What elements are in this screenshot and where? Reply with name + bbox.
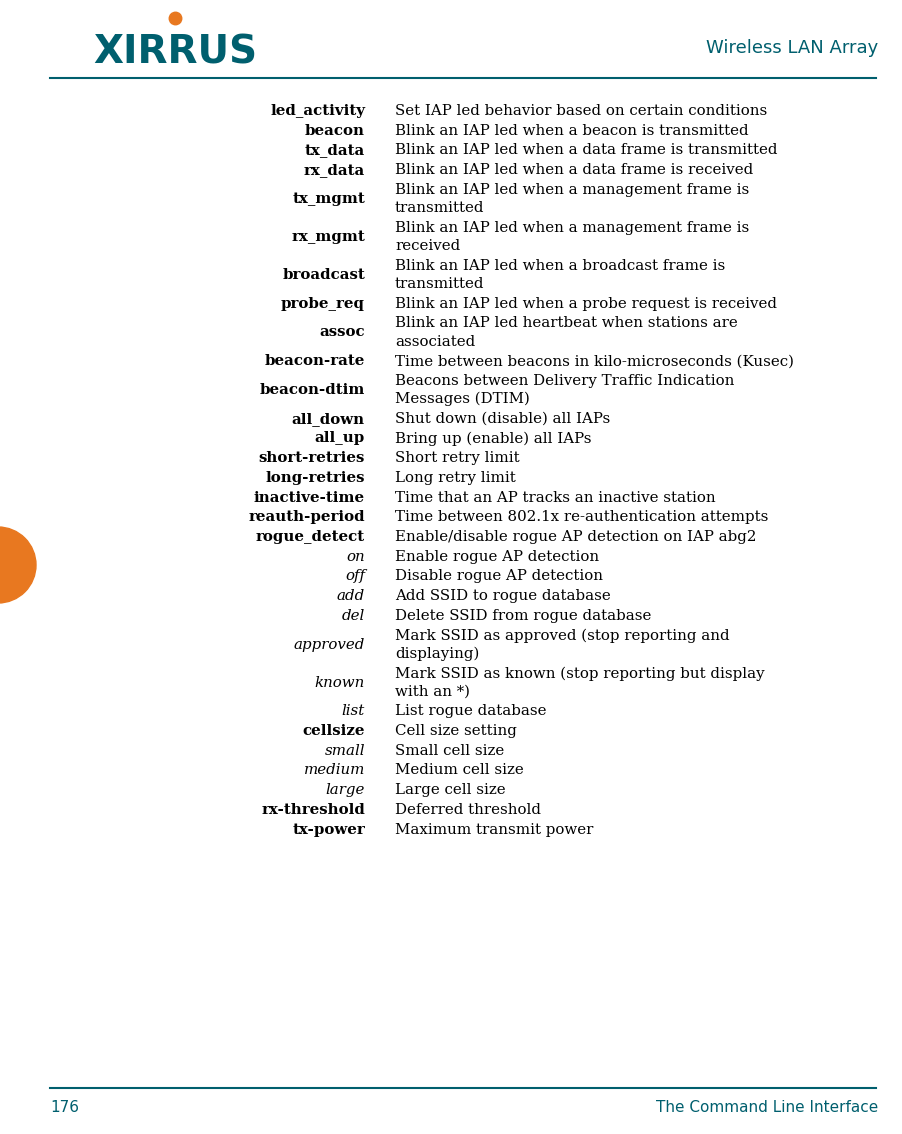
Text: approved: approved xyxy=(293,637,364,652)
Text: tx_data: tx_data xyxy=(304,144,364,158)
Text: tx-power: tx-power xyxy=(292,822,364,837)
Text: Blink an IAP led heartbeat when stations are: Blink an IAP led heartbeat when stations… xyxy=(394,316,737,330)
Text: short-retries: short-retries xyxy=(258,451,364,465)
Text: add: add xyxy=(336,589,364,603)
Text: led_activity: led_activity xyxy=(270,104,364,118)
Text: Medium cell size: Medium cell size xyxy=(394,763,523,778)
Circle shape xyxy=(0,527,36,603)
Text: Delete SSID from rogue database: Delete SSID from rogue database xyxy=(394,609,650,623)
Text: Blink an IAP led when a broadcast frame is: Blink an IAP led when a broadcast frame … xyxy=(394,259,724,272)
Text: small: small xyxy=(324,744,364,758)
Text: Time between 802.1x re-authentication attempts: Time between 802.1x re-authentication at… xyxy=(394,510,768,524)
Text: rx_data: rx_data xyxy=(303,163,364,177)
Text: displaying): displaying) xyxy=(394,646,479,661)
Text: inactive-time: inactive-time xyxy=(253,491,364,505)
Text: rx_mgmt: rx_mgmt xyxy=(291,230,364,244)
Text: Time that an AP tracks an inactive station: Time that an AP tracks an inactive stati… xyxy=(394,491,714,505)
Text: all_down: all_down xyxy=(291,412,364,425)
Text: Blink an IAP led when a data frame is transmitted: Blink an IAP led when a data frame is tr… xyxy=(394,144,777,158)
Text: Mark SSID as approved (stop reporting and: Mark SSID as approved (stop reporting an… xyxy=(394,628,729,643)
Text: Set IAP led behavior based on certain conditions: Set IAP led behavior based on certain co… xyxy=(394,104,767,118)
Text: Deferred threshold: Deferred threshold xyxy=(394,803,540,816)
Text: assoc: assoc xyxy=(319,325,364,339)
Text: Blink an IAP led when a probe request is received: Blink an IAP led when a probe request is… xyxy=(394,297,776,311)
Text: Short retry limit: Short retry limit xyxy=(394,451,519,465)
Text: Messages (DTIM): Messages (DTIM) xyxy=(394,392,529,406)
Text: beacon: beacon xyxy=(305,124,364,138)
Text: probe_req: probe_req xyxy=(281,297,364,311)
Text: Add SSID to rogue database: Add SSID to rogue database xyxy=(394,589,610,603)
Text: Mark SSID as known (stop reporting but display: Mark SSID as known (stop reporting but d… xyxy=(394,666,764,680)
Text: Blink an IAP led when a management frame is: Blink an IAP led when a management frame… xyxy=(394,221,749,235)
Text: rx-threshold: rx-threshold xyxy=(261,803,364,816)
Text: associated: associated xyxy=(394,335,474,348)
Text: Bring up (enable) all IAPs: Bring up (enable) all IAPs xyxy=(394,431,591,446)
Text: on: on xyxy=(346,550,364,564)
Text: list: list xyxy=(341,704,364,718)
Text: Blink an IAP led when a management frame is: Blink an IAP led when a management frame… xyxy=(394,183,749,197)
Text: Disable rogue AP detection: Disable rogue AP detection xyxy=(394,569,603,583)
Text: all_up: all_up xyxy=(315,432,364,446)
Text: transmitted: transmitted xyxy=(394,201,484,215)
Text: Beacons between Delivery Traffic Indication: Beacons between Delivery Traffic Indicat… xyxy=(394,374,733,388)
Text: Enable/disable rogue AP detection on IAP abg2: Enable/disable rogue AP detection on IAP… xyxy=(394,530,756,544)
Text: medium: medium xyxy=(303,763,364,778)
Text: with an *): with an *) xyxy=(394,685,469,699)
Text: received: received xyxy=(394,239,460,253)
Text: Cell size setting: Cell size setting xyxy=(394,723,516,738)
Text: Long retry limit: Long retry limit xyxy=(394,471,515,485)
Text: Large cell size: Large cell size xyxy=(394,784,505,797)
Text: Enable rogue AP detection: Enable rogue AP detection xyxy=(394,550,598,564)
Text: Blink an IAP led when a beacon is transmitted: Blink an IAP led when a beacon is transm… xyxy=(394,124,748,138)
Text: Time between beacons in kilo-microseconds (Kusec): Time between beacons in kilo-microsecond… xyxy=(394,354,793,369)
Text: 176: 176 xyxy=(50,1100,78,1116)
Text: List rogue database: List rogue database xyxy=(394,704,546,718)
Text: rogue_detect: rogue_detect xyxy=(255,530,364,544)
Text: cellsize: cellsize xyxy=(302,723,364,738)
Text: del: del xyxy=(341,609,364,623)
Text: tx_mgmt: tx_mgmt xyxy=(292,192,364,206)
Text: long-retries: long-retries xyxy=(265,471,364,485)
Text: known: known xyxy=(315,676,364,689)
Text: Wireless LAN Array: Wireless LAN Array xyxy=(705,39,877,57)
Text: broadcast: broadcast xyxy=(282,268,364,282)
Text: off: off xyxy=(345,569,364,583)
Text: Shut down (disable) all IAPs: Shut down (disable) all IAPs xyxy=(394,412,610,425)
Text: XIRRUS: XIRRUS xyxy=(93,33,257,71)
Text: large: large xyxy=(326,784,364,797)
Text: transmitted: transmitted xyxy=(394,277,484,291)
Text: Blink an IAP led when a data frame is received: Blink an IAP led when a data frame is re… xyxy=(394,163,752,177)
Text: Maximum transmit power: Maximum transmit power xyxy=(394,822,593,837)
Text: reauth-period: reauth-period xyxy=(248,510,364,524)
Text: The Command Line Interface: The Command Line Interface xyxy=(655,1100,877,1116)
Text: beacon-rate: beacon-rate xyxy=(264,354,364,369)
Text: Small cell size: Small cell size xyxy=(394,744,503,758)
Text: beacon-dtim: beacon-dtim xyxy=(260,383,364,397)
